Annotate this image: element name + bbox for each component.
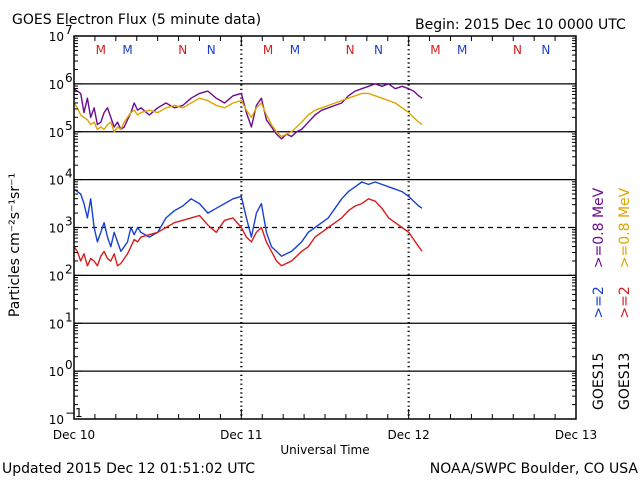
series-line-gold xyxy=(73,92,423,138)
y-tick-exponent: 5 xyxy=(65,119,73,133)
y-tick-label: 10 xyxy=(49,174,64,188)
y-tick-label: 10 xyxy=(49,365,64,379)
x-tick-label: Dec 10 xyxy=(53,428,95,442)
y-tick-label: 10 xyxy=(49,78,64,92)
updated-label: Updated 2015 Dec 12 01:51:02 UTC xyxy=(2,461,255,477)
y-tick-exponent: 6 xyxy=(65,71,73,85)
y-tick-exponent: 2 xyxy=(65,262,73,276)
legend-entry: GOES13 >=2 >=0.8 MeV xyxy=(617,187,633,410)
x-axis-ticks: Dec 10 Dec 11 Dec 12 Dec 13 xyxy=(53,36,597,442)
marker-n: N xyxy=(541,43,550,57)
x-axis-label: Universal Time xyxy=(280,443,369,457)
legend: GOES15 >=2 >=0.8 MeV GOES13 >=2 >=0.8 MeV xyxy=(591,187,633,410)
series-line-red xyxy=(73,198,423,267)
y-tick-label: 10 xyxy=(49,222,64,236)
marker-n: N xyxy=(513,43,522,57)
series-lines xyxy=(73,83,423,267)
marker-m: M xyxy=(263,43,273,57)
marker-m: M xyxy=(430,43,440,57)
legend-text: GOES13 >=2 >=0.8 MeV xyxy=(617,187,633,410)
y-tick-exponent: 0 xyxy=(65,358,73,372)
y-axis-label: Particles cm⁻²s⁻¹sr⁻¹ xyxy=(7,173,23,317)
series-line-purple xyxy=(73,83,423,140)
legend-energy-high: >=2 xyxy=(591,286,607,318)
x-tick-label: Dec 12 xyxy=(388,428,430,442)
y-tick-label: 10 xyxy=(49,126,64,140)
marker-n: N xyxy=(207,43,216,57)
marker-n: N xyxy=(178,43,187,57)
legend-entry: GOES15 >=2 >=0.8 MeV xyxy=(591,187,607,410)
begin-label: Begin: 2015 Dec 10 0000 UTC xyxy=(415,17,626,33)
legend-satellite: GOES15 xyxy=(591,353,607,410)
legend-energy-low: >=0.8 MeV xyxy=(591,187,607,268)
credit-label: NOAA/SWPC Boulder, CO USA xyxy=(430,461,639,477)
marker-m: M xyxy=(96,43,106,57)
y-tick-label: 10 xyxy=(49,30,64,44)
marker-m: M xyxy=(290,43,300,57)
y-tick-label: 10 xyxy=(49,413,64,427)
marker-m: M xyxy=(122,43,132,57)
marker-n: N xyxy=(346,43,355,57)
x-tick-label: Dec 11 xyxy=(220,428,262,442)
y-tick-label: 10 xyxy=(49,269,64,283)
legend-text: GOES15 >=2 >=0.8 MeV xyxy=(591,187,607,410)
y-tick-exponent: 1 xyxy=(65,310,73,324)
chart-title: GOES Electron Flux (5 minute data) xyxy=(12,12,261,28)
grid-lines xyxy=(74,36,576,419)
x-tick-label: Dec 13 xyxy=(555,428,597,442)
y-tick-exponent: 7 xyxy=(65,23,73,37)
legend-energy-high: >=2 xyxy=(617,286,633,318)
y-tick-exponent: 3 xyxy=(65,215,73,229)
legend-satellite: GOES13 xyxy=(617,353,633,410)
legend-energy-low: >=0.8 MeV xyxy=(617,187,633,268)
marker-m: M xyxy=(457,43,467,57)
marker-n: N xyxy=(374,43,383,57)
y-tick-exponent: 4 xyxy=(65,167,73,181)
y-tick-label: 10 xyxy=(49,317,64,331)
series-line-blue xyxy=(73,181,423,257)
